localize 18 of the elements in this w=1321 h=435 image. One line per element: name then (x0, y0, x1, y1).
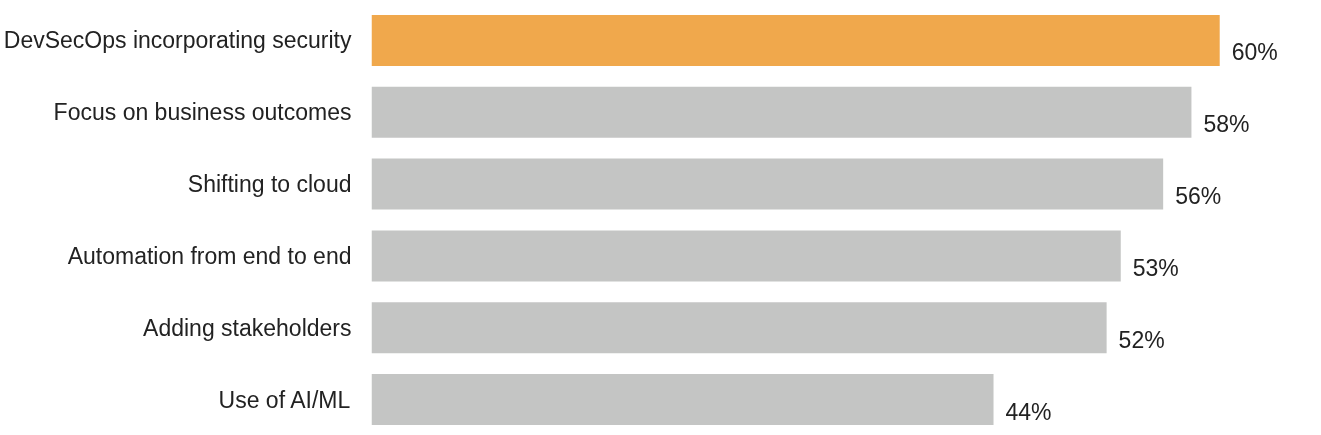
bar (371, 374, 994, 426)
y-tick-label: Use of AI/ML (218, 386, 351, 413)
data-label: 44% (1005, 398, 1052, 425)
data-label: 56% (1175, 183, 1222, 210)
y-tick-label: DevSecOps incorporating security (3, 27, 352, 54)
y-tick-label: Shifting to cloud (187, 171, 352, 198)
data-label: 60% (1231, 39, 1278, 66)
y-tick-label: Automation from end to end (67, 242, 352, 269)
y-tick-label: Adding stakeholders (143, 314, 352, 341)
bar (371, 302, 1107, 354)
bar (371, 86, 1192, 138)
data-label: 58% (1203, 111, 1250, 138)
bar (371, 158, 1164, 210)
bar (371, 14, 1220, 66)
data-label: 52% (1118, 326, 1165, 353)
y-tick-label: Focus on business outcomes (53, 99, 352, 126)
bar (371, 230, 1121, 282)
data-label: 53% (1132, 254, 1179, 281)
